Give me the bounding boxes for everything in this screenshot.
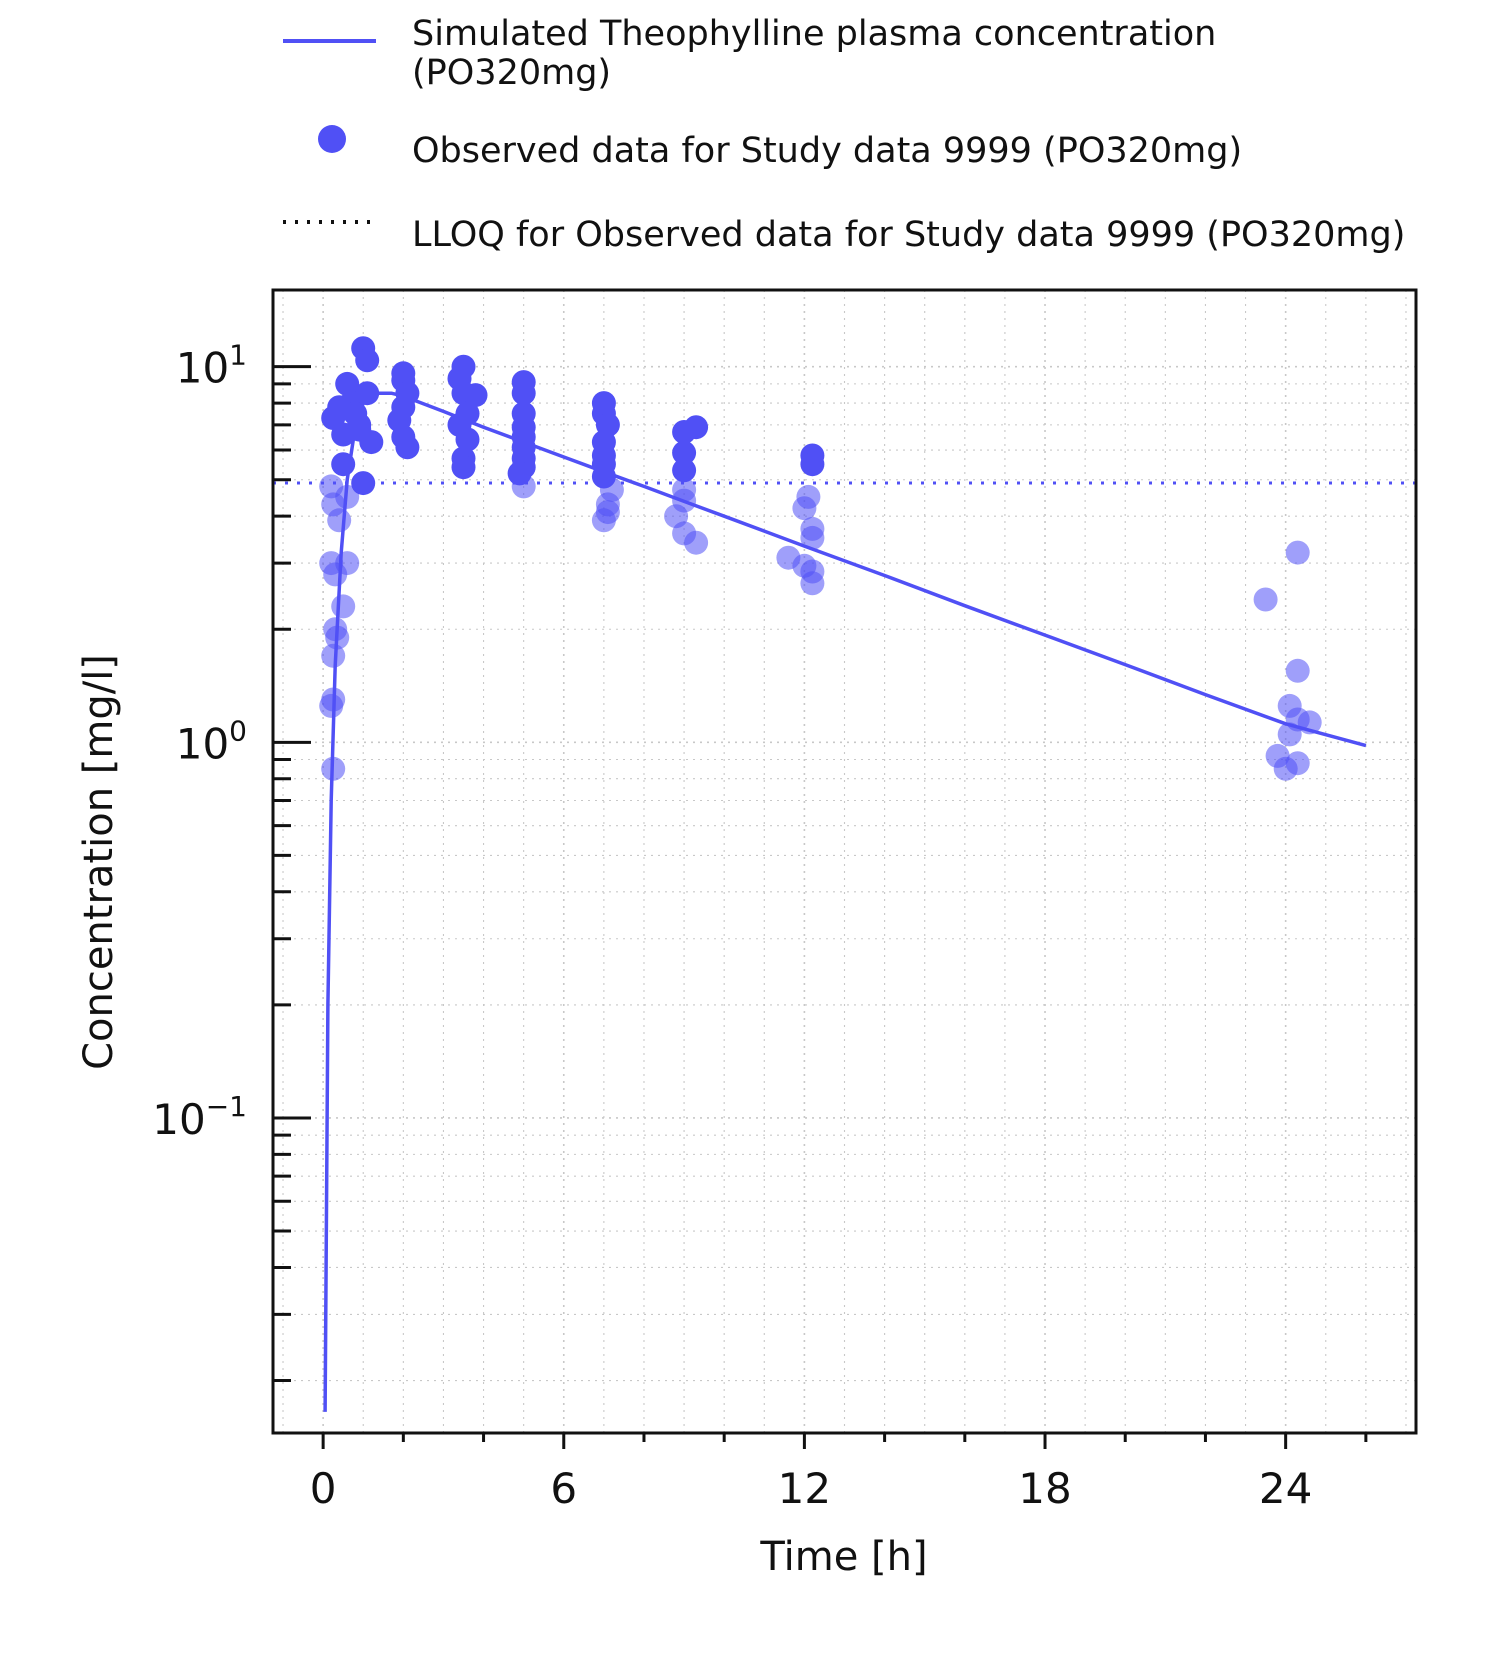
observed-point-below-lloq xyxy=(321,643,346,668)
y-tick-label: 101 xyxy=(176,339,247,393)
x-tick-label: 18 xyxy=(1018,1464,1071,1513)
observed-point xyxy=(359,430,384,455)
observed-point-below-lloq xyxy=(800,525,825,550)
observed-point xyxy=(684,415,709,440)
observed-point xyxy=(800,452,825,477)
y-tick-label: 100 xyxy=(176,714,247,768)
observed-point-below-lloq xyxy=(321,756,346,781)
observed-point xyxy=(351,471,376,496)
y-tick-label: 10−1 xyxy=(152,1090,247,1144)
observed-point-below-lloq xyxy=(1285,658,1310,683)
observed-point-below-lloq xyxy=(1277,722,1302,747)
axis-ticks xyxy=(273,365,1368,1449)
plot-frame xyxy=(271,288,1418,1435)
observed-point-below-lloq xyxy=(1285,540,1310,565)
simulated-curve xyxy=(323,391,1367,1412)
observed-point xyxy=(455,427,480,452)
observed-point xyxy=(511,381,536,406)
observed-point-below-lloq xyxy=(1273,756,1298,781)
observed-point-below-lloq xyxy=(1253,587,1278,612)
grid xyxy=(273,290,1416,1433)
observed-point-below-lloq xyxy=(327,508,352,533)
observed-point xyxy=(347,412,372,437)
observed-point xyxy=(463,383,488,408)
observed-point-below-lloq xyxy=(325,625,350,650)
observed-point xyxy=(672,440,697,465)
x-tick-label: 24 xyxy=(1259,1464,1312,1513)
observed-point-below-lloq xyxy=(800,571,825,596)
x-tick-label: 6 xyxy=(550,1464,577,1513)
observed-point xyxy=(395,435,420,460)
observed-point xyxy=(451,455,476,480)
axis-labels: 0 6 12 18 24 101 100 10−1 xyxy=(152,339,1312,1513)
observed-point xyxy=(331,452,356,477)
legend-marker-observed xyxy=(318,125,346,153)
x-tick-label: 12 xyxy=(778,1464,831,1513)
observed-point-below-lloq xyxy=(335,551,360,576)
observed-point-below-lloq xyxy=(511,474,536,499)
observed-point-below-lloq xyxy=(335,484,360,509)
observed-point-below-lloq xyxy=(1297,710,1322,735)
line-layer xyxy=(323,391,1367,1412)
observed-point xyxy=(355,381,380,406)
legend-label-observed: Observed data for Study data 9999 (PO320… xyxy=(412,131,1242,171)
legend-label-simulated-line2: (PO320mg) xyxy=(412,53,611,93)
observed-point xyxy=(355,348,380,373)
observed-point-below-lloq xyxy=(331,594,356,619)
x-tick-label: 0 xyxy=(310,1464,337,1513)
x-axis-title: Time [h] xyxy=(759,1534,927,1580)
observed-point-below-lloq xyxy=(684,530,709,555)
observed-point-below-lloq xyxy=(319,693,344,718)
observed-point-below-lloq xyxy=(591,508,616,533)
plot-area xyxy=(273,290,1416,1433)
y-axis-title: Concentration [mg/l] xyxy=(76,654,122,1070)
observed-point xyxy=(672,458,697,483)
legend-label-simulated: Simulated Theophylline plasma concentrat… xyxy=(412,14,1216,54)
observed-point xyxy=(335,371,360,396)
legend: Simulated Theophylline plasma concentrat… xyxy=(283,14,1405,255)
points-layer xyxy=(319,336,1322,781)
legend-label-lloq: LLOQ for Observed data for Study data 99… xyxy=(412,215,1405,255)
observed-point-below-lloq xyxy=(792,496,817,521)
